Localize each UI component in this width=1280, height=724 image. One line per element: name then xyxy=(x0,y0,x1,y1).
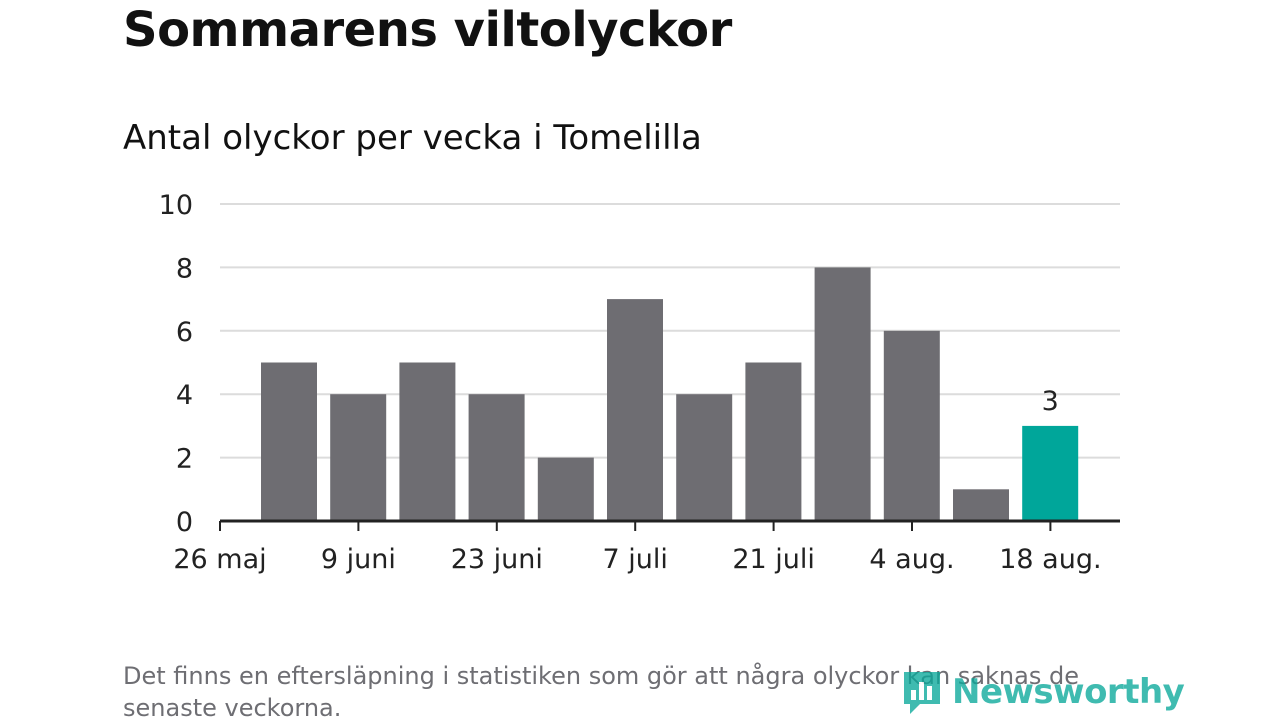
x-tick-label: 7 juli xyxy=(603,544,668,575)
data-labels: 3 xyxy=(1042,386,1059,417)
y-tick-label: 6 xyxy=(176,317,193,348)
x-tick-label: 26 maj xyxy=(173,544,266,575)
x-axis-ticks: 26 maj 9 juni 23 juni 7 juli 21 juli 4 aug. 18… xyxy=(173,521,1102,575)
bar xyxy=(883,330,940,521)
x-tick-label: 21 juli xyxy=(732,544,815,575)
y-tick-label: 4 xyxy=(176,380,193,411)
bar xyxy=(676,394,733,521)
bar xyxy=(399,362,456,521)
bar xyxy=(814,267,871,521)
newsworthy-logo: Newsworthy xyxy=(900,668,1185,716)
bar xyxy=(953,489,1009,521)
y-tick-label: 0 xyxy=(176,507,193,538)
bar xyxy=(607,299,663,521)
bar xyxy=(745,362,802,521)
y-axis-ticks: 0 2 4 6 8 10 xyxy=(159,190,193,538)
x-tick-label: 18 aug. xyxy=(999,544,1101,575)
bar xyxy=(537,457,594,521)
highlighted-bar xyxy=(1022,425,1079,521)
x-tick-label: 23 juni xyxy=(451,544,543,575)
bar xyxy=(468,394,525,521)
x-tick-label: 4 aug. xyxy=(869,544,954,575)
bars xyxy=(261,267,1079,521)
y-tick-label: 10 xyxy=(159,190,193,221)
bar xyxy=(330,394,387,521)
bar xyxy=(261,362,317,521)
chart-title: Sommarens viltolyckor xyxy=(123,2,732,58)
y-tick-label: 2 xyxy=(176,444,193,475)
bar-chart-bubble-icon xyxy=(904,672,940,714)
chart-subtitle: Antal olyckor per vecka i Tomelilla xyxy=(123,118,702,158)
logo-text: Newsworthy xyxy=(952,672,1185,712)
data-label: 3 xyxy=(1042,386,1059,417)
y-tick-label: 8 xyxy=(176,253,193,284)
x-tick-label: 9 juni xyxy=(321,544,396,575)
